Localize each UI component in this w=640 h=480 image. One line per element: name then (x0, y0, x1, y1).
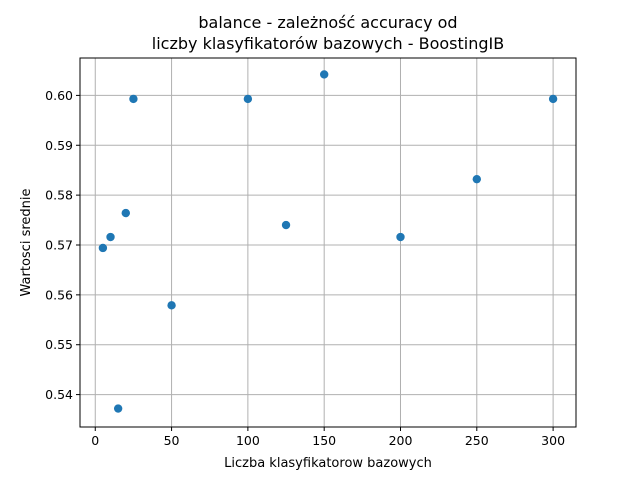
data-point (396, 232, 405, 242)
x-axis-ticks: 0 50 100 150 200 250 300 (91, 427, 565, 448)
chart-title-line1: balance - zależność accuracy od (198, 13, 457, 32)
data-point (281, 220, 291, 230)
y-axis-ticks: 0.54 0.55 0.56 0.57 0.58 0.59 0.60 (45, 88, 80, 402)
x-tick-label: 200 (389, 433, 413, 448)
chart-title-line2: liczby klasyfikatorów bazowych - Boostin… (152, 34, 504, 53)
data-point (548, 94, 558, 104)
data-point (167, 301, 176, 310)
y-tick-label: 0.59 (45, 138, 73, 153)
y-tick-label: 0.55 (45, 337, 73, 352)
x-tick-label: 300 (541, 433, 565, 448)
data-point (121, 208, 130, 218)
y-tick-label: 0.56 (45, 287, 73, 302)
data-points (98, 70, 558, 413)
x-tick-label: 100 (236, 433, 260, 448)
x-axis-label: Liczba klasyfikatorow bazowych (224, 456, 432, 471)
y-axis-label: Wartosci srednie (19, 189, 34, 297)
data-point (472, 174, 481, 184)
plot-frame (79, 57, 577, 428)
data-point (243, 94, 253, 104)
x-tick-label: 250 (465, 433, 489, 448)
data-point (106, 232, 115, 242)
x-tick-label: 50 (164, 433, 180, 448)
grid-lines (80, 58, 576, 427)
y-tick-label: 0.57 (45, 237, 73, 252)
data-point (98, 243, 108, 253)
x-tick-label: 0 (91, 433, 99, 448)
y-tick-label: 0.58 (45, 188, 73, 203)
x-tick-label: 150 (312, 433, 336, 448)
data-point (319, 70, 329, 79)
y-tick-label: 0.54 (45, 387, 73, 402)
y-tick-label: 0.60 (45, 88, 73, 103)
data-point (129, 94, 138, 104)
data-point (113, 404, 123, 413)
